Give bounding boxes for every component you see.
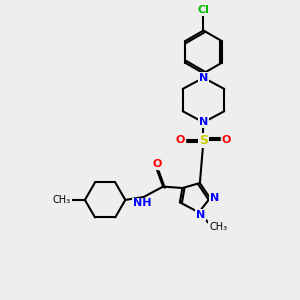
Text: CH₃: CH₃ [53, 195, 71, 205]
Text: CH₃: CH₃ [209, 222, 227, 232]
Text: Cl: Cl [198, 5, 209, 15]
Text: N: N [199, 117, 208, 128]
Text: NH: NH [133, 199, 152, 208]
Text: N: N [196, 210, 205, 220]
Text: O: O [222, 135, 231, 145]
Text: S: S [199, 134, 208, 147]
Text: O: O [152, 159, 162, 169]
Text: N: N [199, 73, 208, 83]
Text: O: O [176, 135, 185, 145]
Text: N: N [210, 193, 219, 203]
